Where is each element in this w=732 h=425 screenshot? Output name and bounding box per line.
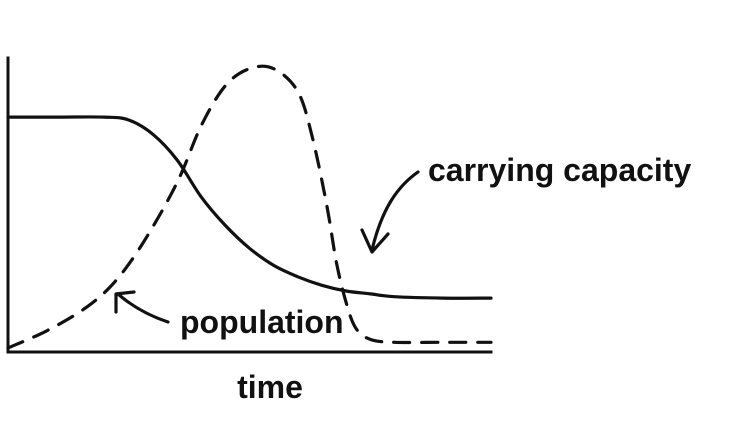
carrying-capacity-arrow-head (360, 228, 390, 254)
series-line-carrying-capacity (6, 115, 493, 300)
series-layer (6, 64, 493, 350)
carrying-capacity-label: carrying capacity (428, 152, 691, 188)
population-arrow-shaft (116, 292, 170, 324)
carrying-capacity-annotation: carrying capacity (360, 152, 691, 254)
axes (6, 56, 493, 354)
population-arrow-head (114, 290, 136, 314)
population-label: population (180, 304, 344, 340)
population-annotation: population (114, 290, 344, 340)
x-axis-label: time (237, 369, 303, 405)
series-line-population (6, 64, 493, 350)
carrying-capacity-arrow-shaft (370, 170, 420, 252)
